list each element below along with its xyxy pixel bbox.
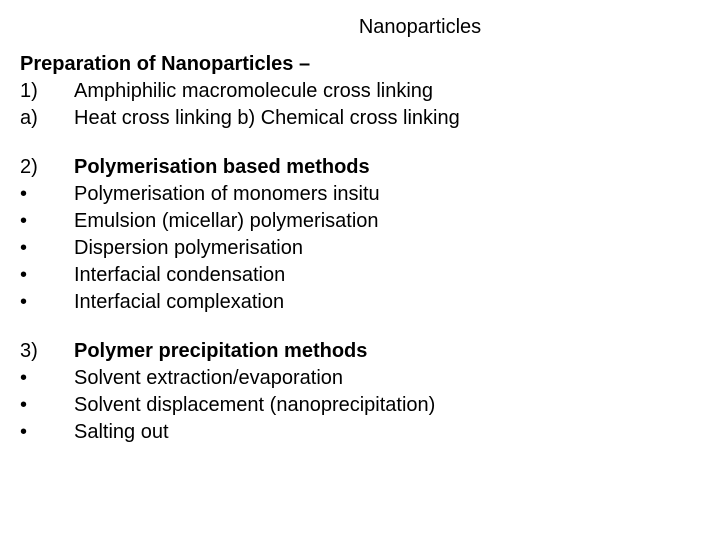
- list-item: • Solvent extraction/evaporation: [20, 365, 700, 392]
- list-item: 2) Polymerisation based methods: [20, 154, 700, 181]
- marker-a: a): [20, 105, 74, 132]
- bullet-marker: •: [20, 181, 74, 208]
- bullet-text: Emulsion (micellar) polymerisation: [74, 208, 700, 235]
- bullet-marker: •: [20, 262, 74, 289]
- bullet-marker: •: [20, 289, 74, 316]
- heading-preparation: Preparation of Nanoparticles –: [20, 53, 700, 76]
- bullet-text: Polymerisation of monomers insitu: [74, 181, 700, 208]
- bullet-marker: •: [20, 365, 74, 392]
- bullet-text: Solvent displacement (nanoprecipitation): [74, 392, 700, 419]
- bullet-marker: •: [20, 208, 74, 235]
- bullet-text: Interfacial complexation: [74, 289, 700, 316]
- bullet-text: Interfacial condensation: [74, 262, 700, 289]
- list-item: • Emulsion (micellar) polymerisation: [20, 208, 700, 235]
- list-item: • Salting out: [20, 419, 700, 446]
- marker-2: 2): [20, 154, 74, 181]
- bullet-text: Salting out: [74, 419, 700, 446]
- list-item: • Interfacial condensation: [20, 262, 700, 289]
- marker-1: 1): [20, 78, 74, 105]
- item-a-text: Heat cross linking b) Chemical cross lin…: [74, 105, 700, 132]
- bullet-text: Solvent extraction/evaporation: [74, 365, 700, 392]
- bullet-marker: •: [20, 235, 74, 262]
- list-item: a) Heat cross linking b) Chemical cross …: [20, 105, 700, 132]
- section2-title: Polymerisation based methods: [74, 154, 700, 181]
- list-item: • Dispersion polymerisation: [20, 235, 700, 262]
- page-title: Nanoparticles: [20, 16, 700, 39]
- marker-3: 3): [20, 338, 74, 365]
- list-item: • Polymerisation of monomers insitu: [20, 181, 700, 208]
- section3-title: Polymer precipitation methods: [74, 338, 700, 365]
- list-item: • Interfacial complexation: [20, 289, 700, 316]
- list-item: 3) Polymer precipitation methods: [20, 338, 700, 365]
- list-item: 1) Amphiphilic macromolecule cross linki…: [20, 78, 700, 105]
- bullet-marker: •: [20, 392, 74, 419]
- item-1-text: Amphiphilic macromolecule cross linking: [74, 78, 700, 105]
- bullet-text: Dispersion polymerisation: [74, 235, 700, 262]
- list-item: • Solvent displacement (nanoprecipitatio…: [20, 392, 700, 419]
- bullet-marker: •: [20, 419, 74, 446]
